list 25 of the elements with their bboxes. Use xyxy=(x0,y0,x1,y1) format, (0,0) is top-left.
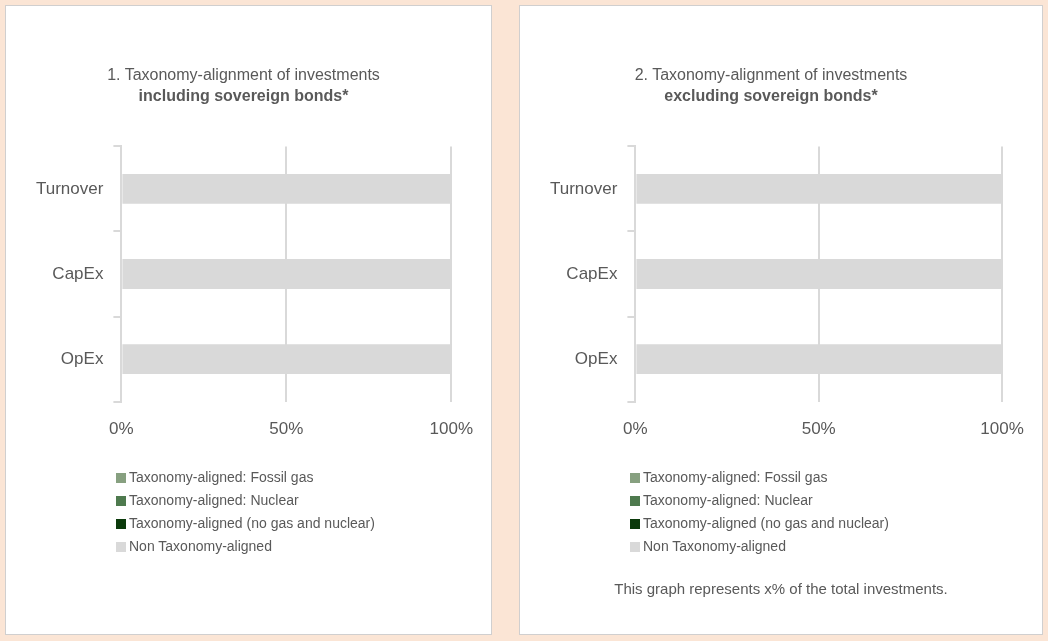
x-tick-label: 50% xyxy=(269,419,304,439)
x-tick-label: 100% xyxy=(429,419,473,439)
legend-label: Non Taxonomy-aligned xyxy=(643,537,786,556)
chart-title: 2. Taxonomy-alignment of investments xyxy=(634,66,908,84)
text: This graph represents x% of the total investments. xyxy=(613,580,949,597)
y-tick-label: CapEx xyxy=(566,263,618,283)
legend-label: Taxonomy-aligned (no gas and nuclear) xyxy=(643,514,889,533)
y-tick-label: OpEx xyxy=(60,348,104,368)
x-tick-label: 0% xyxy=(623,419,648,439)
y-tick-label: Turnover xyxy=(549,178,618,198)
chart-subtitle: including sovereign bonds* xyxy=(138,87,350,105)
y-tick-label: Turnover xyxy=(35,178,104,198)
legend-label: Taxonomy-aligned: Nuclear xyxy=(129,491,299,510)
legend-label: Taxonomy-aligned (no gas and nuclear) xyxy=(129,514,375,533)
chart-title: 1. Taxonomy-alignment of investments xyxy=(107,66,380,84)
legend-label: Taxonomy-aligned: Nuclear xyxy=(643,491,813,510)
y-tick-label: CapEx xyxy=(52,263,104,283)
x-tick-label: 0% xyxy=(109,419,134,439)
y-tick-label: OpEx xyxy=(574,348,618,368)
x-tick-label: 50% xyxy=(801,419,836,439)
x-tick-label: 100% xyxy=(980,419,1024,439)
legend-label: Taxonomy-aligned: Fossil gas xyxy=(643,468,828,487)
chart-subtitle: excluding sovereign bonds* xyxy=(664,87,879,105)
legend-label: Taxonomy-aligned: Fossil gas xyxy=(129,468,314,487)
legend-label: Non Taxonomy-aligned xyxy=(129,537,272,556)
